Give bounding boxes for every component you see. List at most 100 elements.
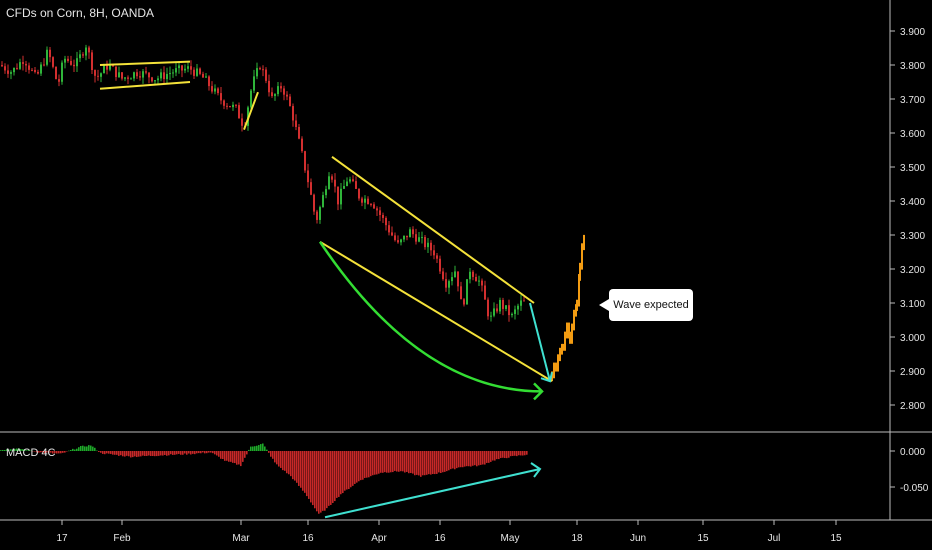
candle-body	[199, 68, 201, 74]
candle-body	[154, 80, 156, 82]
candle-body	[151, 77, 153, 82]
macd-bar	[410, 451, 412, 473]
candle-body	[136, 72, 138, 77]
macd-bar	[110, 451, 112, 454]
candle-body	[118, 72, 120, 78]
macd-bar	[520, 451, 522, 456]
macd-bar	[458, 451, 460, 468]
macd-bar	[52, 451, 54, 454]
macd-bar	[154, 451, 156, 457]
candle-body	[25, 63, 27, 66]
macd-bar	[142, 451, 144, 456]
candle-body	[22, 62, 24, 64]
macd-bar	[496, 451, 498, 460]
macd-bar	[268, 451, 270, 453]
macd-bar	[370, 451, 372, 477]
macd-bar	[524, 451, 526, 456]
macd-bar	[38, 451, 40, 453]
macd-bar	[218, 451, 220, 457]
x-tick-label: Apr	[371, 533, 387, 544]
macd-bar	[144, 451, 146, 457]
macd-bar	[14, 448, 16, 451]
projection-bar	[559, 347, 561, 362]
candle-body	[511, 313, 513, 316]
candle-body	[196, 68, 198, 76]
macd-bar	[148, 451, 150, 456]
candle-body	[115, 66, 117, 78]
axes: 3.900 3.800 3.700 3.600 3.500 3.400 3.300 3.200…	[56, 27, 928, 544]
macd-bar	[138, 451, 140, 457]
macd-bar	[286, 451, 288, 474]
macd-bar	[202, 451, 204, 453]
candle-body	[283, 88, 285, 95]
projection-bar	[557, 354, 559, 372]
macd-bar	[478, 451, 480, 466]
projection-bar	[555, 362, 557, 372]
candle-body	[313, 194, 315, 212]
candle-body	[19, 62, 21, 69]
macd-bar	[130, 451, 132, 458]
candle-body	[391, 232, 393, 236]
macd-tick-label: -0.050	[900, 483, 929, 494]
x-tick-label: Feb	[113, 533, 131, 544]
candle-body	[238, 105, 240, 119]
candle-body	[148, 72, 150, 78]
macd-bar	[222, 451, 224, 460]
candle-body	[70, 60, 72, 65]
macd-bar	[72, 448, 74, 451]
macd-bar	[82, 445, 84, 451]
candle-body	[190, 66, 192, 70]
candle-body	[523, 300, 525, 302]
macd-bar	[78, 447, 80, 451]
macd-bar	[436, 451, 438, 474]
macd-bar	[246, 451, 248, 455]
candle-body	[10, 72, 12, 74]
macd-bar	[346, 451, 348, 490]
candle-body	[433, 250, 435, 256]
macd-bar	[196, 451, 198, 454]
candle-body	[385, 217, 387, 226]
trend-drawings	[99, 60, 553, 401]
macd-bar	[90, 445, 92, 451]
candle-body	[163, 72, 165, 80]
macd-bar	[44, 451, 46, 454]
macd-bar	[20, 448, 22, 451]
projection-bar	[581, 243, 583, 270]
candle-body	[64, 58, 66, 63]
candle-body	[226, 105, 228, 107]
candle-body	[379, 210, 381, 216]
macd-bar	[236, 451, 238, 465]
macd-bar	[498, 451, 500, 460]
candle-body	[127, 77, 129, 79]
macd-bar	[40, 451, 42, 453]
candle-body	[160, 72, 162, 79]
macd-bar	[106, 451, 108, 454]
macd-bar	[444, 451, 446, 472]
macd-bar	[452, 451, 454, 469]
macd-bar	[316, 451, 318, 512]
y-tick-label: 2.800	[900, 401, 925, 412]
channel-line	[331, 155, 535, 304]
macd-bar	[232, 451, 234, 463]
candle-body	[358, 188, 360, 199]
macd-bar	[88, 445, 90, 451]
macd-bar	[228, 451, 230, 462]
macd-bar	[526, 451, 528, 455]
candle-body	[349, 179, 351, 182]
macd-bar	[168, 451, 170, 456]
candle-body	[202, 73, 204, 78]
macd-bar	[418, 451, 420, 476]
candle-body	[418, 237, 420, 242]
candle-body	[124, 77, 126, 79]
macd-histogram	[0, 443, 542, 519]
macd-bar	[388, 451, 390, 473]
candle-body	[94, 70, 96, 76]
candle-body	[469, 271, 471, 280]
candle-body	[397, 240, 399, 243]
candle-body	[328, 176, 330, 190]
candle-body	[37, 71, 39, 74]
macd-bar	[290, 451, 292, 477]
candle-body	[340, 188, 342, 205]
candle-body	[442, 271, 444, 280]
